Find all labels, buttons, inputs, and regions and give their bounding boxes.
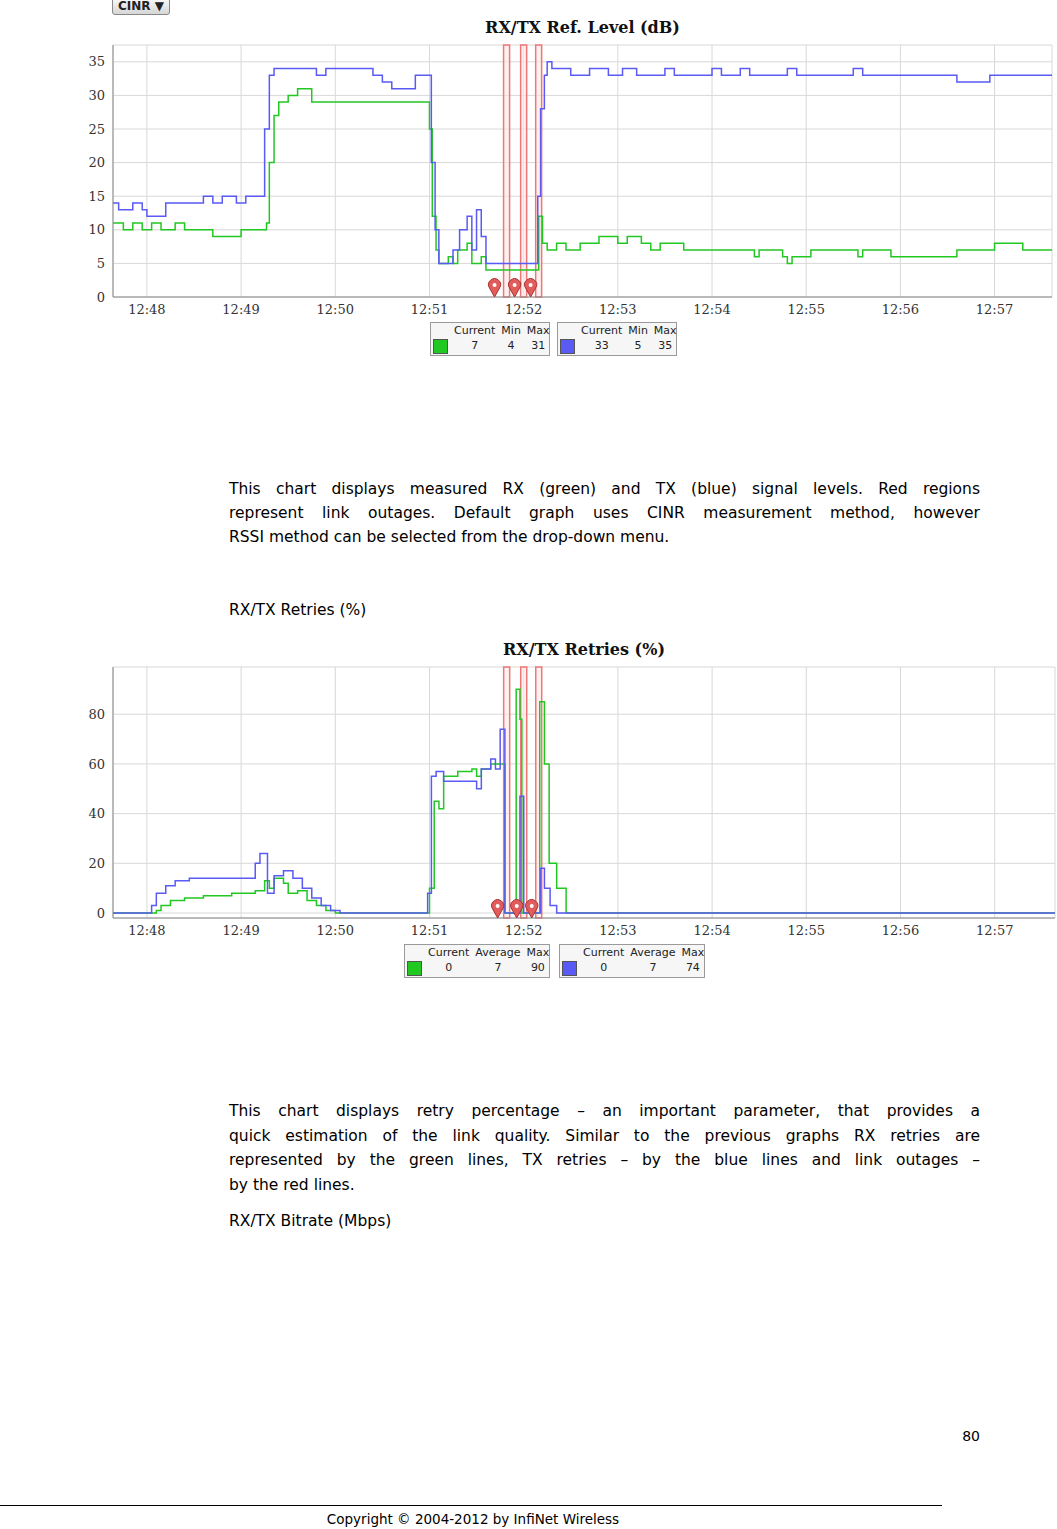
svg-text:12:56: 12:56 <box>882 302 919 317</box>
html-text:quick estimation of the link q: quick estimation of the link quality. Si… <box>229 1126 980 1145</box>
svg-text:12:54: 12:54 <box>693 302 730 317</box>
svg-text:15: 15 <box>88 189 105 204</box>
svg-text:12:57: 12:57 <box>976 923 1013 938</box>
html-text:This chart displays retry perc: This chart displays retry percentage – a… <box>229 1102 980 1120</box>
html-text:90: 90 <box>530 961 545 974</box>
svg-text:0: 0 <box>97 290 105 305</box>
svg-text:20: 20 <box>88 856 105 871</box>
svg-text:12:49: 12:49 <box>222 923 259 938</box>
svg-text:12:53: 12:53 <box>599 302 636 317</box>
svg-text:12:54: 12:54 <box>693 923 730 938</box>
html-text:Current: Current <box>581 324 623 337</box>
html-text:Current: Current <box>428 946 470 959</box>
html-text:Current: Current <box>454 324 496 337</box>
html-text:31: 31 <box>531 339 546 352</box>
svg-text:25: 25 <box>88 122 105 137</box>
html-text:Max: Max <box>653 324 677 337</box>
html-text:0: 0 <box>445 961 453 974</box>
html-text:33: 33 <box>594 339 609 352</box>
svg-text:12:49: 12:49 <box>222 302 259 317</box>
html-text:Max: Max <box>681 946 705 959</box>
svg-text:12:48: 12:48 <box>128 923 165 938</box>
html-text:This chart displays measured R: This chart displays measured RX (green) … <box>229 480 980 498</box>
svg-text:12:55: 12:55 <box>787 302 824 317</box>
svg-text:80: 80 <box>88 707 105 722</box>
html-text:RX/TX Ref. Level (dB): RX/TX Ref. Level (dB) <box>485 18 680 37</box>
html-text:CINR ▼: CINR ▼ <box>118 0 164 13</box>
html-text:Max: Max <box>526 324 550 337</box>
svg-text:5: 5 <box>97 256 105 271</box>
svg-text:0: 0 <box>97 906 105 921</box>
html-text:represent link outages. Defaul: represent link outages. Default graph us… <box>229 504 980 522</box>
html-text:Min: Min <box>501 324 521 337</box>
svg-text:35: 35 <box>88 54 105 69</box>
svg-text:30: 30 <box>88 88 105 103</box>
svg-text:12:48: 12:48 <box>128 302 165 317</box>
svg-text:12:56: 12:56 <box>882 923 919 938</box>
html-text:80: 80 <box>962 1428 980 1444</box>
html-text:Max: Max <box>526 946 550 959</box>
svg-text:40: 40 <box>88 806 105 821</box>
svg-text:12:57: 12:57 <box>976 302 1013 317</box>
html-text:74: 74 <box>685 961 700 974</box>
svg-text:12:51: 12:51 <box>411 302 448 317</box>
html-text:Average: Average <box>475 946 521 959</box>
svg-text:12:55: 12:55 <box>788 923 825 938</box>
html-text:7: 7 <box>649 961 657 974</box>
html-text:represented by the green lines: represented by the green lines, TX retri… <box>229 1151 980 1170</box>
html-text:0: 0 <box>600 961 608 974</box>
html-text:35: 35 <box>658 339 673 352</box>
html-text:Average: Average <box>630 946 676 959</box>
svg-text:12:50: 12:50 <box>317 923 354 938</box>
html-text:RX/TX Bitrate (Mbps): RX/TX Bitrate (Mbps) <box>229 1212 392 1230</box>
svg-text:12:51: 12:51 <box>411 923 448 938</box>
html-text:Current: Current <box>583 946 625 959</box>
html-text:Min: Min <box>628 324 648 337</box>
html-text:5: 5 <box>634 339 642 352</box>
svg-text:12:52: 12:52 <box>505 923 542 938</box>
html-text:Copyright © 2004-2012 by InfiN: Copyright © 2004-2012 by InfiNet Wireles… <box>326 1511 620 1527</box>
svg-text:12:50: 12:50 <box>317 302 354 317</box>
html-text:4: 4 <box>507 339 515 352</box>
html-text:RX/TX Retries (%): RX/TX Retries (%) <box>229 601 367 619</box>
html-text:RX/TX Retries (%): RX/TX Retries (%) <box>503 640 665 659</box>
html-text:RSSI method can be selected fr: RSSI method can be selected from the dro… <box>229 528 670 546</box>
html-text:by the red lines.: by the red lines. <box>229 1175 355 1194</box>
svg-text:10: 10 <box>88 222 105 237</box>
html-text:7: 7 <box>471 339 479 352</box>
svg-text:12:52: 12:52 <box>505 302 542 317</box>
svg-text:12:53: 12:53 <box>599 923 636 938</box>
svg-text:60: 60 <box>88 757 105 772</box>
svg-text:20: 20 <box>88 155 105 170</box>
html-text:7: 7 <box>494 961 502 974</box>
